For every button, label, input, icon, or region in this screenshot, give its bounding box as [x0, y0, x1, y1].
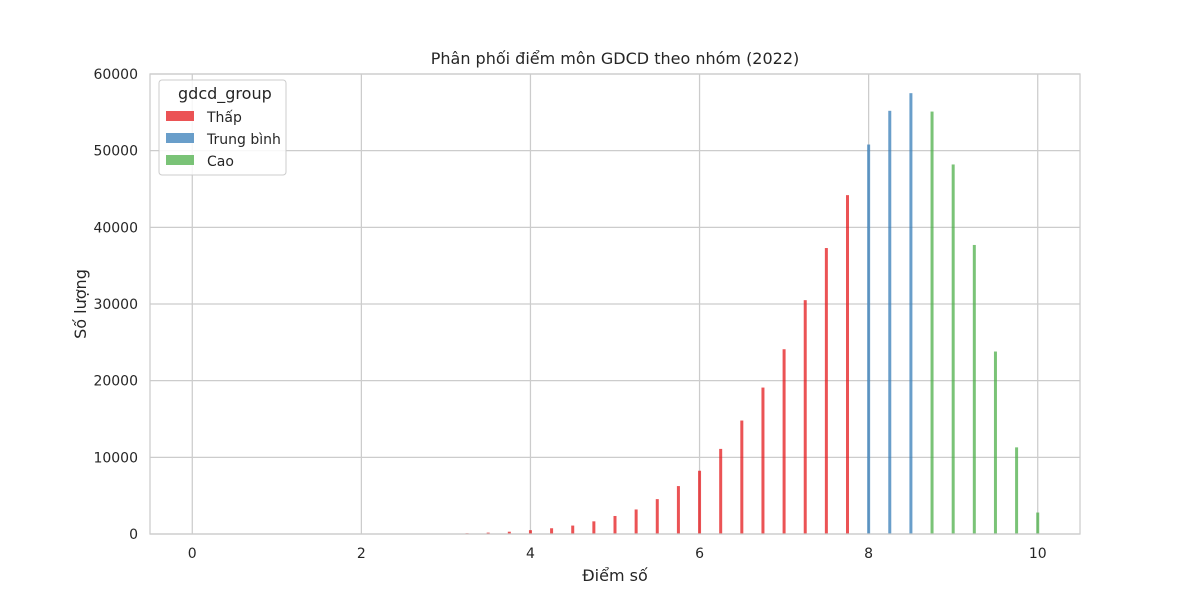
legend-label-thap: Thấp [206, 110, 242, 126]
bar-cao [973, 245, 976, 534]
legend-swatch-thap [166, 111, 194, 121]
bar-trung-binh [867, 145, 870, 534]
x-axis-title: Điểm số [582, 566, 648, 585]
x-tick-label: 10 [1029, 546, 1047, 562]
bar-trung-binh [909, 93, 912, 534]
bar-thap [698, 471, 701, 534]
bar-thap [740, 421, 743, 534]
bar-thap [783, 349, 786, 534]
bar-thap [571, 526, 574, 534]
bar-thap [761, 388, 764, 534]
y-tick-label: 10000 [93, 450, 138, 466]
bar-cao [1036, 513, 1039, 534]
legend-swatch-cao [166, 155, 194, 165]
y-tick-label: 30000 [93, 297, 138, 313]
y-tick-label: 20000 [93, 374, 138, 390]
y-tick-label: 50000 [93, 144, 138, 160]
legend-title: gdcd_group [178, 84, 272, 104]
bar-thap [677, 486, 680, 534]
chart-title: Phân phối điểm môn GDCD theo nhóm (2022) [431, 49, 800, 68]
grid-lines [150, 74, 1080, 534]
x-tick-label: 8 [864, 546, 873, 562]
x-tick-label: 6 [695, 546, 704, 562]
y-tick-label: 0 [129, 527, 138, 543]
y-tick-label: 60000 [93, 67, 138, 83]
bar-thap [550, 528, 553, 534]
bar-cao [952, 164, 955, 534]
legend-label-trung-binh: Trung bình [206, 132, 281, 148]
bar-thap [804, 300, 807, 534]
legend-swatch-trung-binh [166, 133, 194, 143]
bar-cao [994, 352, 997, 534]
bar-thap [825, 248, 828, 534]
bar-cao [1015, 447, 1018, 534]
legend: gdcd_group Thấp Trung bình Cao [159, 80, 286, 175]
x-tick-label: 0 [188, 546, 197, 562]
y-axis-title: Số lượng [71, 269, 90, 339]
bar-thap [592, 521, 595, 534]
x-tick-label: 4 [526, 546, 535, 562]
bar-cao [931, 112, 934, 534]
legend-label-cao: Cao [207, 154, 234, 170]
bar-thap [719, 449, 722, 534]
y-tick-label: 40000 [93, 220, 138, 236]
bar-thap [635, 509, 638, 534]
bar-trung-binh [888, 111, 891, 534]
bar-thap [614, 516, 617, 534]
bar-thap [846, 195, 849, 534]
x-tick-labels: 0 2 4 6 8 10 [188, 546, 1047, 562]
x-tick-label: 2 [357, 546, 366, 562]
bars [212, 93, 1039, 534]
bar-thap [656, 499, 659, 534]
y-tick-labels: 0 10000 20000 30000 40000 50000 60000 [93, 67, 138, 543]
